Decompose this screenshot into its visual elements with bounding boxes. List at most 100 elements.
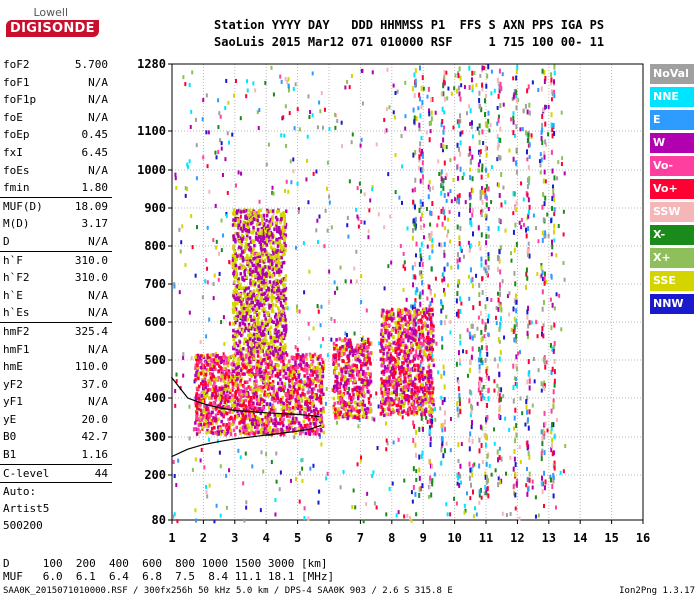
echo-point [276,295,280,300]
echo-point [528,142,531,148]
echo-point [480,337,483,343]
echo-point [226,394,230,398]
echo-point [258,222,261,226]
echo-point [270,238,274,242]
echo-point [262,299,266,304]
echo-point [241,229,244,233]
echo-point [262,250,265,255]
echo-point [311,354,315,358]
echo-point [369,351,372,355]
echo-point [469,167,472,172]
echo-point [237,285,241,289]
echo-point [412,282,415,288]
echo-point [526,441,529,447]
echo-point [246,370,249,374]
echo-point [260,431,263,435]
echo-point [421,174,424,180]
echo-point [413,115,416,121]
echo-point [456,119,459,125]
echo-point [473,506,476,511]
echo-point [231,393,234,398]
echo-point [308,373,312,377]
param-name: h`Es [3,306,30,320]
echo-point [526,330,529,336]
echo-point [498,393,501,399]
echo-point [356,367,359,372]
echo-point [298,410,302,414]
echo-point [553,197,556,203]
echo-point [526,252,529,258]
echo-point [191,70,194,75]
echo-point [282,260,286,265]
echo-point [358,409,362,413]
echo-point [421,356,424,362]
param-value: 5.700 [74,58,108,71]
echo-point [202,383,205,388]
echo-point [235,425,238,430]
echo-point [254,295,257,300]
echo-point [283,385,287,389]
echo-point [368,208,371,213]
echo-point [255,390,258,395]
echo-point [457,282,460,288]
echo-point [249,309,252,313]
echo-point [505,471,508,476]
echo-point [478,368,481,374]
echo-point [484,471,487,477]
y-tick-label: 200 [144,468,166,482]
echo-point [244,404,247,408]
echo-point [254,375,257,379]
echo-point [245,386,249,391]
echo-point [469,159,472,165]
echo-point [497,137,500,143]
echo-point [319,425,322,429]
echo-point [289,369,292,374]
echo-point [255,345,259,349]
echo-point [316,377,319,382]
echo-point [260,409,264,413]
echo-point [551,168,554,174]
echo-point [468,367,471,373]
echo-point [253,304,257,308]
echo-point [470,124,473,130]
echo-point [357,354,360,359]
echo-point [443,75,446,81]
echo-point [553,64,556,70]
echo-point [230,379,233,383]
echo-point [275,363,278,367]
echo-point [217,356,221,360]
echo-point [337,363,340,367]
echo-point [293,435,296,440]
echo-point [263,241,266,245]
echo-point [471,70,474,76]
echo-point [268,231,271,235]
echo-point [220,374,223,378]
echo-point [528,154,531,159]
echo-point [294,360,297,364]
echo-point [493,388,496,393]
echo-point [346,378,349,382]
echo-point [481,167,484,173]
echo-point [245,362,249,366]
echo-point [262,426,265,431]
echo-point [516,366,519,372]
x-tick-label: 9 [420,531,427,545]
echo-point [270,305,274,310]
echo-point [480,495,483,500]
echo-point [280,414,283,418]
echo-point [541,475,544,481]
echo-point [550,97,553,102]
echo-point [265,265,268,269]
echo-point [276,289,279,293]
echo-point [262,309,266,314]
echo-point [253,380,256,384]
echo-point [431,297,434,303]
echo-point [321,366,325,371]
echo-point [288,414,291,419]
param-value: 325.4 [74,324,108,338]
param-value: N/A [88,288,108,302]
echo-point [421,148,424,154]
echo-point [340,144,343,149]
echo-point [275,281,278,286]
echo-point [286,403,289,408]
